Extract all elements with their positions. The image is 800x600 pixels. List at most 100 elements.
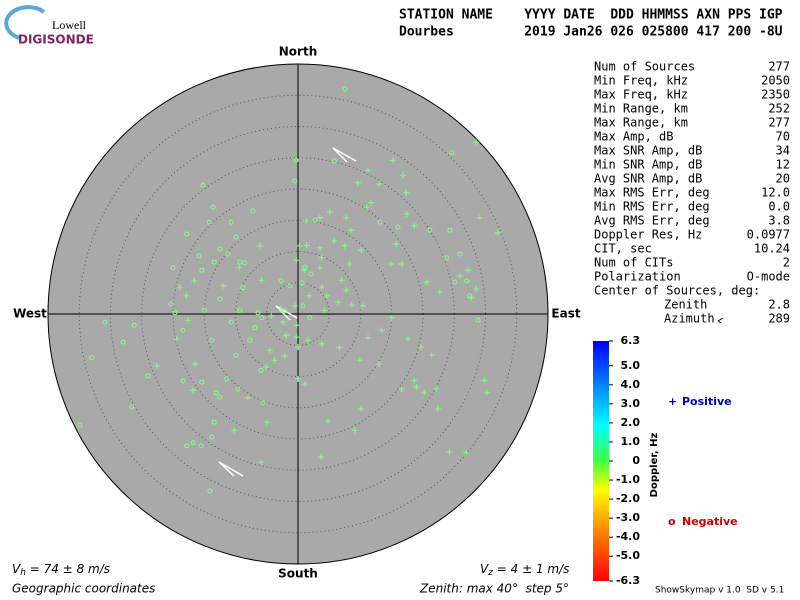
center-title: Center of Sources, deg: bbox=[594, 284, 760, 298]
source-positive bbox=[293, 257, 300, 264]
legend-marker: o bbox=[668, 515, 676, 528]
source-positive bbox=[428, 352, 435, 359]
source-positive bbox=[278, 306, 285, 312]
source-negative bbox=[209, 337, 215, 343]
source-positive bbox=[360, 302, 366, 309]
legend-marker: + bbox=[668, 395, 677, 408]
source-positive bbox=[191, 361, 198, 367]
plot bbox=[47, 63, 549, 565]
source-negative bbox=[198, 443, 204, 449]
source-negative bbox=[331, 158, 337, 164]
source-negative bbox=[184, 443, 190, 449]
center-value: 2.8 bbox=[768, 298, 790, 312]
stat-label: Min Range, km bbox=[594, 102, 688, 116]
source-positive bbox=[378, 327, 385, 334]
source-positive bbox=[153, 362, 160, 369]
stat-value: 252 bbox=[768, 102, 790, 116]
source-positive bbox=[346, 261, 353, 267]
source-positive bbox=[388, 261, 395, 267]
velocity-arrow bbox=[332, 147, 357, 163]
colorbar-tick-label: 6.3 bbox=[621, 334, 641, 347]
source-positive bbox=[421, 389, 428, 396]
source-negative bbox=[475, 317, 481, 323]
source-positive bbox=[231, 427, 238, 434]
source-negative bbox=[120, 339, 126, 345]
value: = 4 ± 1 m/s bbox=[493, 562, 569, 576]
source-positive bbox=[483, 389, 490, 396]
source-negative bbox=[449, 150, 455, 156]
velocity-arrow bbox=[275, 305, 298, 321]
colorbar-tick-label: 1.0 bbox=[621, 435, 641, 448]
stat-label: Polarization bbox=[594, 270, 681, 284]
source-positive bbox=[263, 419, 270, 426]
source-positive bbox=[323, 292, 330, 299]
source-positive bbox=[321, 307, 328, 314]
source-positive bbox=[463, 449, 470, 456]
source-negative bbox=[89, 355, 95, 361]
source-positive bbox=[316, 244, 323, 251]
source-positive bbox=[393, 241, 400, 247]
source-negative bbox=[302, 264, 308, 270]
colorbar-tick-label: -5.0 bbox=[616, 549, 640, 562]
source-positive bbox=[376, 361, 383, 367]
source-negative bbox=[259, 315, 265, 321]
source-positive bbox=[293, 322, 300, 329]
stat-value: 10.24 bbox=[754, 242, 790, 256]
source-negative bbox=[235, 386, 241, 392]
source-positive bbox=[306, 292, 313, 299]
subscript: z bbox=[487, 568, 493, 578]
source-positive bbox=[411, 377, 418, 384]
source-positive bbox=[295, 344, 301, 351]
stat-value: O-mode bbox=[747, 270, 790, 284]
source-positive bbox=[398, 261, 405, 267]
source-positive bbox=[220, 282, 226, 289]
colorbar-tick-label: -3.0 bbox=[616, 511, 640, 524]
source-positive bbox=[301, 381, 308, 387]
source-positive bbox=[268, 312, 275, 319]
source-negative bbox=[464, 278, 470, 284]
source-negative bbox=[201, 307, 207, 313]
source-negative bbox=[247, 337, 253, 343]
source-negative bbox=[307, 315, 313, 321]
source-negative bbox=[447, 227, 453, 233]
source-negative bbox=[180, 327, 186, 333]
source-positive bbox=[325, 417, 331, 424]
direction-south: South bbox=[278, 567, 318, 581]
source-positive bbox=[481, 377, 488, 384]
source-positive bbox=[413, 384, 420, 391]
stat-value: 0.0 bbox=[768, 200, 790, 214]
stat-value: 2350 bbox=[761, 88, 790, 102]
source-positive bbox=[296, 242, 303, 249]
colorbar-tick-label: -4.0 bbox=[616, 530, 640, 543]
source-positive bbox=[245, 394, 251, 401]
source-positive bbox=[258, 459, 265, 466]
stat-label: Min RMS Err, deg bbox=[594, 200, 710, 214]
source-negative bbox=[467, 293, 473, 299]
stat-label: Num of CITs bbox=[594, 256, 673, 270]
source-positive bbox=[423, 279, 430, 286]
colorbar-tick-label: 5.0 bbox=[621, 359, 641, 372]
source-positive bbox=[318, 454, 325, 461]
velocity-h: Vh = 74 ± 8 m/s bbox=[12, 562, 110, 578]
source-negative bbox=[293, 157, 299, 163]
source-negative bbox=[237, 307, 243, 313]
source-negative bbox=[255, 310, 261, 316]
source-negative bbox=[211, 259, 217, 265]
source-negative bbox=[233, 234, 239, 240]
source-positive bbox=[436, 289, 443, 296]
stat-value: 277 bbox=[768, 116, 790, 130]
source-positive bbox=[281, 352, 288, 359]
source-negative bbox=[224, 376, 230, 382]
colorbar bbox=[593, 341, 609, 581]
source-negative bbox=[395, 224, 401, 230]
source-negative bbox=[377, 219, 383, 225]
source-positive bbox=[473, 286, 480, 292]
stat-value: 2 bbox=[783, 256, 790, 270]
logo: Lowell DIGISONDE bbox=[4, 5, 94, 47]
source-positive bbox=[356, 357, 363, 364]
center-value: 289 bbox=[768, 312, 790, 326]
stat-label: Num of Sources bbox=[594, 60, 695, 74]
colorbar-tick-label: 4.0 bbox=[621, 378, 641, 391]
source-positive bbox=[343, 214, 350, 221]
